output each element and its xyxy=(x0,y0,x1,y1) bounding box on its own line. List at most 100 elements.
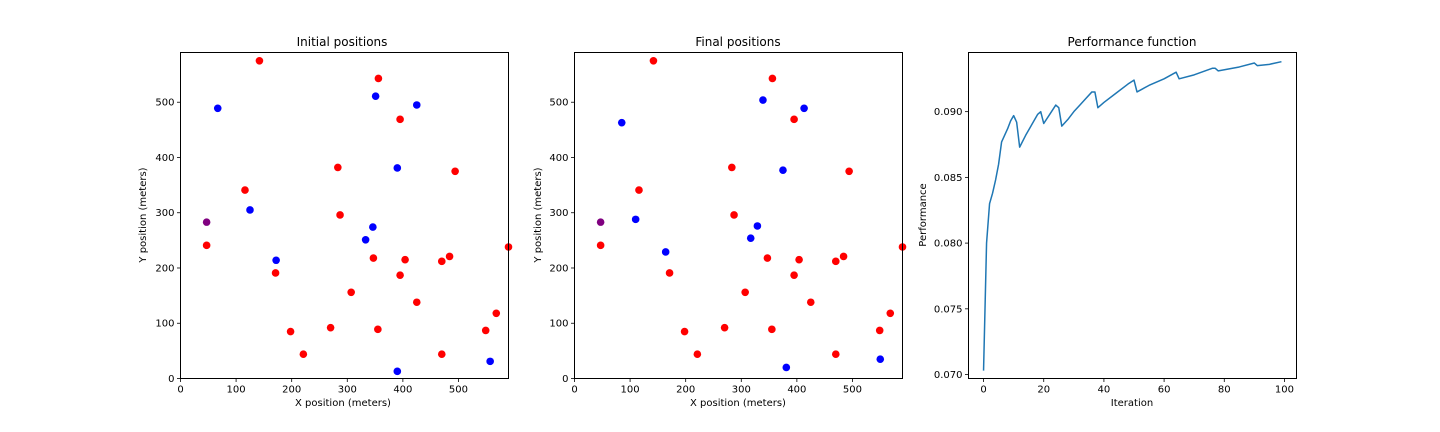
final-x-tick-label: 500 xyxy=(843,385,862,396)
performance-x-tick-label: 100 xyxy=(1275,385,1294,396)
initial-y-tick-label: 100 xyxy=(155,319,174,330)
initial-point-red xyxy=(374,325,382,334)
initial-x-tick-label: 0 xyxy=(177,385,183,396)
performance-title: Performance function xyxy=(1068,35,1197,49)
final-point-red xyxy=(635,186,643,194)
final-positions-panel: Final positions X position (meters) Y po… xyxy=(533,35,907,409)
initial-positions-title: Initial positions xyxy=(297,35,388,49)
final-point-red xyxy=(790,271,798,279)
initial-y-tick-label: 0 xyxy=(168,374,174,385)
final-y-tick-label: 0 xyxy=(562,374,568,385)
final-point-red xyxy=(831,257,840,266)
initial-y-tick-label: 300 xyxy=(155,208,174,219)
final-positions-title: Final positions xyxy=(695,35,780,49)
final-point-blue xyxy=(782,363,791,372)
initial-point-blue xyxy=(272,256,280,265)
final-point-red xyxy=(845,167,853,176)
initial-point-red xyxy=(299,350,308,358)
performance-x-tick-label: 60 xyxy=(1158,385,1171,396)
initial-point-purple xyxy=(202,218,211,226)
final-x-tick-label: 200 xyxy=(676,385,695,396)
initial-point-blue xyxy=(371,92,380,100)
initial-y-axis-label: Y position (meters) xyxy=(138,167,149,263)
initial-point-red xyxy=(396,115,404,124)
final-point-blue xyxy=(617,118,626,127)
final-x-tick-label: 300 xyxy=(732,385,751,396)
performance-y-tick-label: 0.080 xyxy=(934,239,963,250)
initial-point-red xyxy=(412,298,421,307)
final-y-tick-label: 400 xyxy=(549,153,568,164)
initial-point-red xyxy=(255,56,264,65)
initial-x-tick-label: 500 xyxy=(449,385,468,396)
initial-y-tick-label: 400 xyxy=(155,153,174,164)
initial-point-red xyxy=(336,211,344,219)
performance-y-axis-label: Performance xyxy=(918,183,929,246)
initial-point-red xyxy=(451,167,459,176)
initial-plot-frame xyxy=(180,52,509,379)
initial-point-red xyxy=(202,241,211,250)
initial-point-red xyxy=(492,309,501,318)
final-x-tick-label: 100 xyxy=(621,385,640,396)
final-point-red xyxy=(831,350,840,358)
initial-point-red xyxy=(437,350,446,358)
initial-point-blue xyxy=(393,367,402,376)
performance-x-tick-label: 40 xyxy=(1098,385,1111,396)
initial-point-red xyxy=(286,327,295,336)
final-x-tick-label: 0 xyxy=(571,385,577,396)
initial-point-blue xyxy=(369,223,377,231)
final-point-red xyxy=(806,298,815,307)
final-point-red xyxy=(768,74,777,83)
final-point-red xyxy=(875,326,884,335)
final-plot-frame xyxy=(574,52,903,379)
final-point-blue xyxy=(800,104,808,113)
initial-x-tick-label: 400 xyxy=(393,385,412,396)
performance-plot-frame xyxy=(968,52,1297,379)
initial-point-blue xyxy=(246,206,254,214)
initial-y-tick-label: 500 xyxy=(155,98,174,109)
performance-y-tick-label: 0.070 xyxy=(934,370,963,381)
final-point-red xyxy=(795,255,803,264)
initial-point-red xyxy=(401,255,409,264)
initial-point-blue xyxy=(213,104,222,113)
final-y-tick-label: 200 xyxy=(549,263,568,274)
final-point-red xyxy=(839,252,848,261)
final-point-red xyxy=(741,288,749,297)
initial-x-tick-label: 100 xyxy=(227,385,246,396)
performance-series-line xyxy=(982,60,1282,371)
performance-y-tick-label: 0.085 xyxy=(934,173,963,184)
final-point-red xyxy=(693,350,702,358)
initial-point-red xyxy=(334,163,342,172)
performance-y-tick-label: 0.075 xyxy=(934,304,963,315)
final-point-red xyxy=(728,163,736,172)
initial-point-red xyxy=(326,323,335,332)
final-y-tick-label: 300 xyxy=(549,208,568,219)
performance-y-tick-label: 0.090 xyxy=(934,107,963,118)
performance-x-tick-label: 0 xyxy=(980,385,986,396)
initial-point-red xyxy=(347,288,355,297)
performance-panel: Performance function Iteration Performan… xyxy=(918,35,1297,409)
initial-point-red xyxy=(445,252,454,261)
final-point-blue xyxy=(746,234,755,242)
initial-point-red xyxy=(241,186,249,194)
final-y-tick-label: 500 xyxy=(549,98,568,109)
performance-x-tick-label: 80 xyxy=(1218,385,1231,396)
initial-point-red xyxy=(396,271,404,279)
initial-point-red xyxy=(369,254,378,262)
final-x-axis-label: X position (meters) xyxy=(690,398,786,409)
final-point-red xyxy=(596,241,605,250)
final-point-blue xyxy=(779,166,787,174)
final-point-red xyxy=(665,269,674,277)
initial-x-axis-label: X position (meters) xyxy=(295,398,391,409)
initial-point-blue xyxy=(361,236,370,244)
final-point-red xyxy=(720,323,729,332)
final-point-red xyxy=(680,327,689,336)
performance-x-tick-label: 20 xyxy=(1037,385,1050,396)
initial-positions-panel: Initial positions X position (meters) Y … xyxy=(138,35,513,409)
final-y-tick-label: 100 xyxy=(549,319,568,330)
initial-x-tick-label: 300 xyxy=(338,385,357,396)
initial-point-blue xyxy=(412,101,421,109)
final-point-blue xyxy=(876,355,885,363)
initial-point-blue xyxy=(393,164,402,172)
initial-x-tick-label: 200 xyxy=(282,385,301,396)
